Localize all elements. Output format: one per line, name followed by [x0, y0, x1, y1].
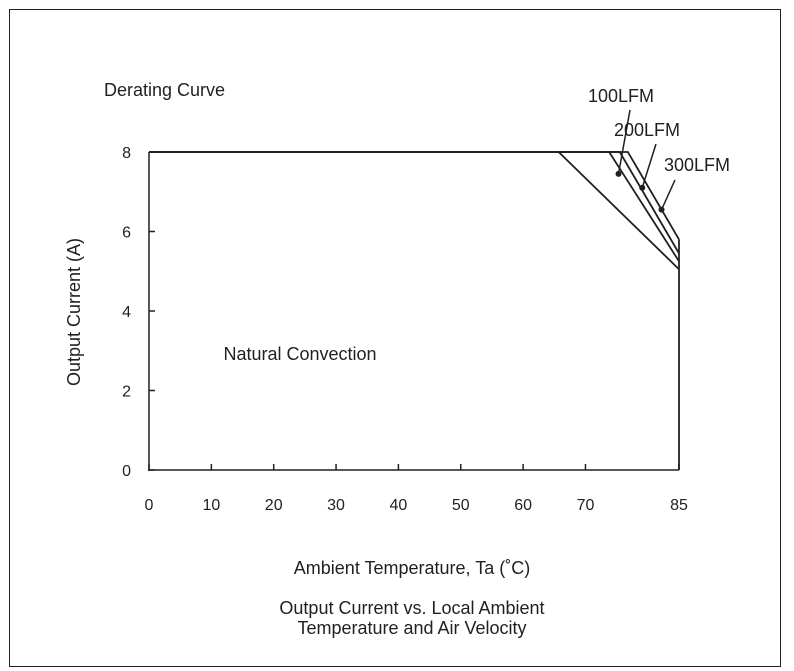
y-tick-label: 8	[122, 145, 131, 162]
y-tick-label: 2	[122, 384, 131, 401]
caption-line-1: Output Current vs. Local Ambient	[279, 598, 544, 618]
series-line	[149, 151, 680, 240]
series-line	[149, 151, 680, 270]
x-axis-label: Ambient Temperature, Ta (˚C)	[294, 558, 530, 578]
x-tick-label: 50	[452, 497, 470, 514]
callout-marker	[639, 184, 646, 191]
series-line	[149, 151, 680, 262]
series-label: 200LFM	[614, 120, 680, 140]
natural-convection-annotation: Natural Convection	[223, 344, 376, 364]
series-line	[149, 151, 680, 254]
x-tick-label: 85	[670, 497, 688, 514]
y-axis-label: Output Current (A)	[64, 238, 84, 386]
x-tick-label: 0	[145, 497, 154, 514]
x-tick-label: 60	[514, 497, 532, 514]
series-label: 300LFM	[664, 155, 730, 175]
x-tick-label: 40	[390, 497, 408, 514]
callout-marker	[658, 206, 665, 213]
series-label: 100LFM	[588, 86, 654, 106]
x-tick-label: 70	[577, 497, 595, 514]
figure-frame	[9, 9, 781, 667]
y-tick-label: 6	[122, 225, 131, 242]
callout-marker	[615, 170, 622, 177]
x-tick-label: 20	[265, 497, 283, 514]
chart-subtitle: Derating Curve	[104, 80, 225, 100]
callout-leader	[660, 179, 676, 210]
caption-line-2: Temperature and Air Velocity	[297, 618, 526, 638]
x-tick-label: 10	[202, 497, 220, 514]
y-tick-label: 0	[122, 463, 131, 480]
x-tick-label: 30	[327, 497, 345, 514]
y-tick-label: 4	[122, 304, 131, 321]
callout-leader	[617, 109, 631, 174]
